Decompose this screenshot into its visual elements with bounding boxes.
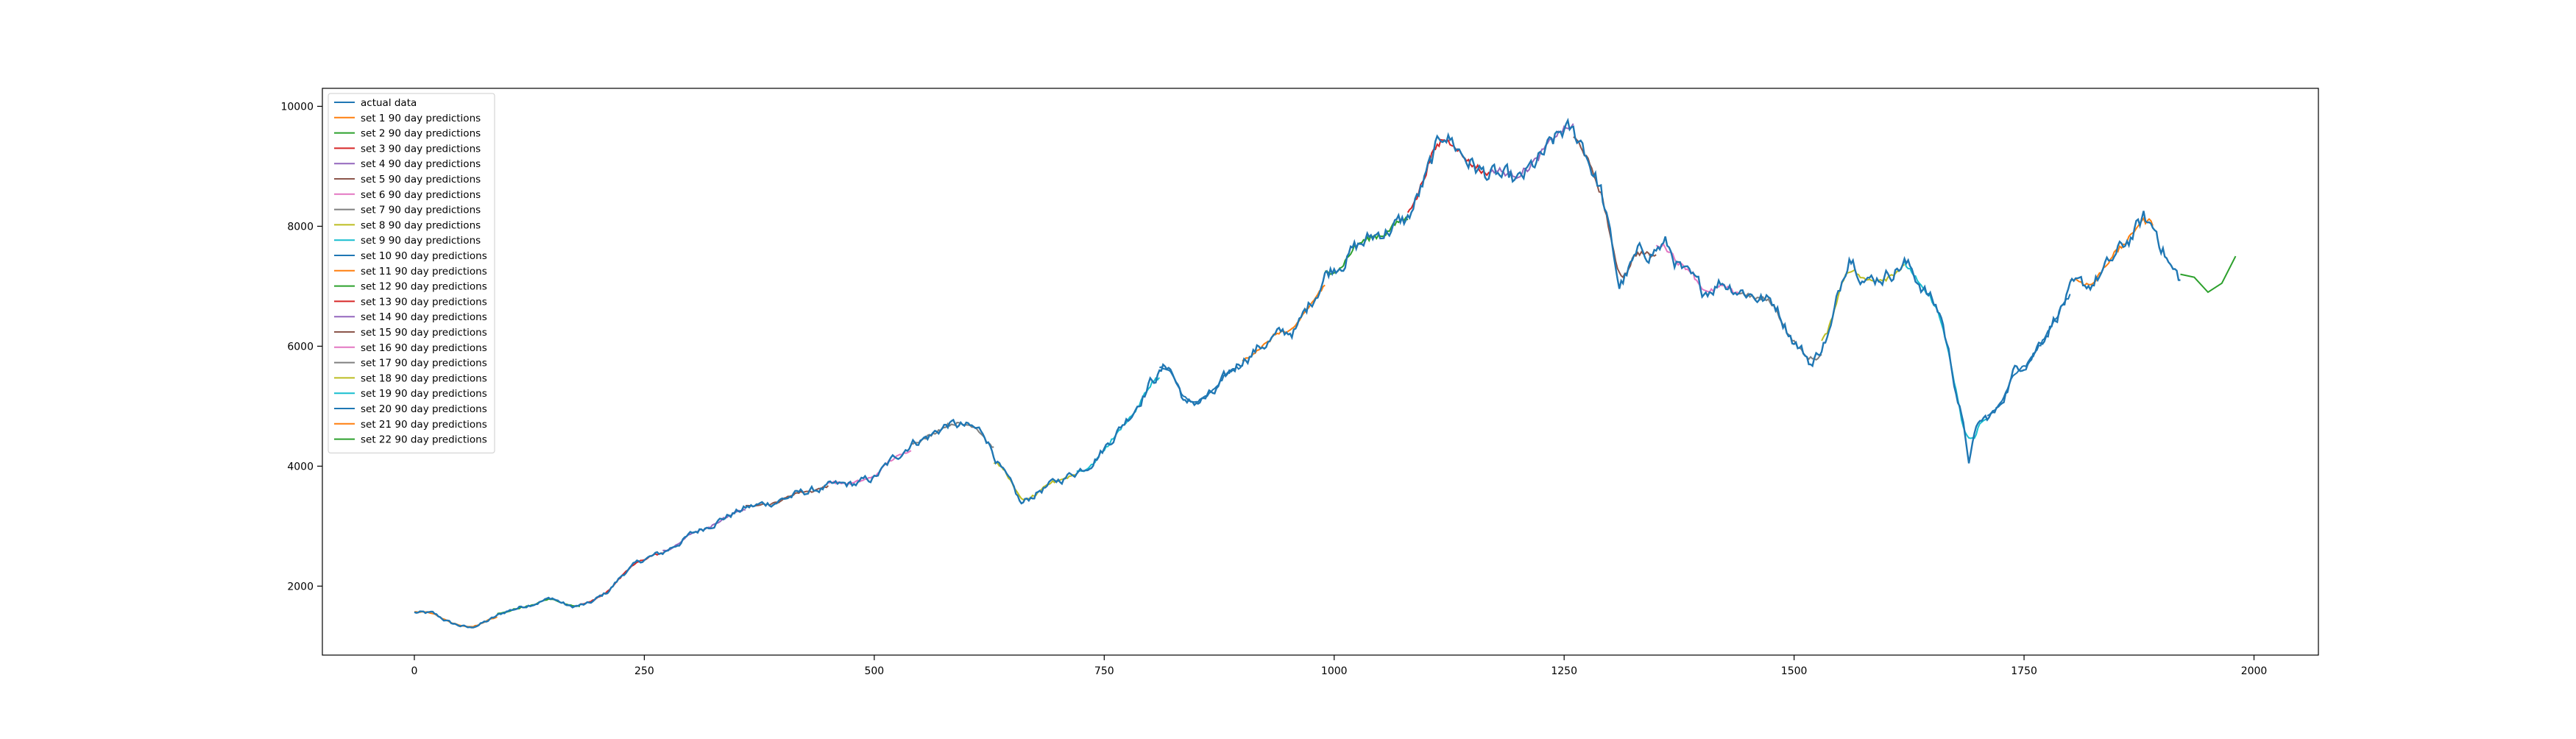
y-tick-label: 2000 [287, 581, 314, 593]
legend-entry-label: set 6 90 day predictions [361, 189, 481, 201]
legend-entry-label: set 13 90 day predictions [361, 296, 487, 308]
legend-entry-label: set 14 90 day predictions [361, 311, 487, 323]
y-tick-label: 8000 [287, 221, 314, 233]
legend-entry-label: set 16 90 day predictions [361, 342, 487, 354]
plot-area [322, 88, 2318, 655]
x-tick-label: 1500 [1781, 665, 1808, 677]
legend-entry-label: set 8 90 day predictions [361, 219, 481, 231]
x-tick-label: 2000 [2241, 665, 2268, 677]
legend-entry-label: set 15 90 day predictions [361, 327, 487, 339]
legend-entry-label: set 22 90 day predictions [361, 434, 487, 446]
legend: actual data set 1 90 day predictions set 2… [328, 93, 495, 453]
legend-entry-label: set 7 90 day predictions [361, 205, 481, 216]
y-tick-label: 10000 [280, 101, 314, 113]
x-tick-label: 1750 [2011, 665, 2037, 677]
legend-entry-label: set 1 90 day predictions [361, 113, 481, 124]
legend-entry-label: set 20 90 day predictions [361, 403, 487, 415]
legend-entry-label: set 21 90 day predictions [361, 419, 487, 431]
legend-entry-label: actual data [361, 97, 417, 109]
legend-entry-label: set 5 90 day predictions [361, 174, 481, 185]
axes-layer: 0 250 500 750 1000 1250 1500 1750 2000 2000 4000 60… [280, 101, 2267, 677]
actual-data-line [414, 117, 2181, 629]
x-tick-label: 0 [411, 665, 418, 677]
x-tick-label: 750 [1094, 665, 1114, 677]
x-tick-label: 1000 [1321, 665, 1348, 677]
legend-entry-label: set 2 90 day predictions [361, 128, 481, 140]
prediction-line-set-22 [2180, 255, 2237, 294]
legend-box [328, 93, 495, 453]
legend-entry-label: set 18 90 day predictions [361, 372, 487, 384]
series-layer [414, 117, 2237, 629]
legend-entry-label: set 12 90 day predictions [361, 281, 487, 293]
legend-entry-label: set 9 90 day predictions [361, 235, 481, 247]
legend-entry-label: set 4 90 day predictions [361, 158, 481, 170]
legend-entry-label: set 11 90 day predictions [361, 266, 487, 277]
x-tick-label: 250 [634, 665, 654, 677]
prediction-line-set-13 [1406, 138, 1491, 213]
y-tick-label: 6000 [287, 341, 314, 353]
x-tick-label: 500 [864, 665, 884, 677]
plot-frame [322, 88, 2319, 656]
x-tick-label: 1250 [1551, 665, 1577, 677]
legend-entry-label: set 10 90 day predictions [361, 250, 487, 262]
y-tick-label: 4000 [287, 461, 314, 473]
legend-entry-label: set 3 90 day predictions [361, 143, 481, 155]
legend-entry-label: set 17 90 day predictions [361, 358, 487, 370]
legend-entry-label: set 19 90 day predictions [361, 388, 487, 400]
prediction-line-set-20 [1986, 294, 2071, 417]
prediction-line-set-7 [910, 421, 994, 448]
